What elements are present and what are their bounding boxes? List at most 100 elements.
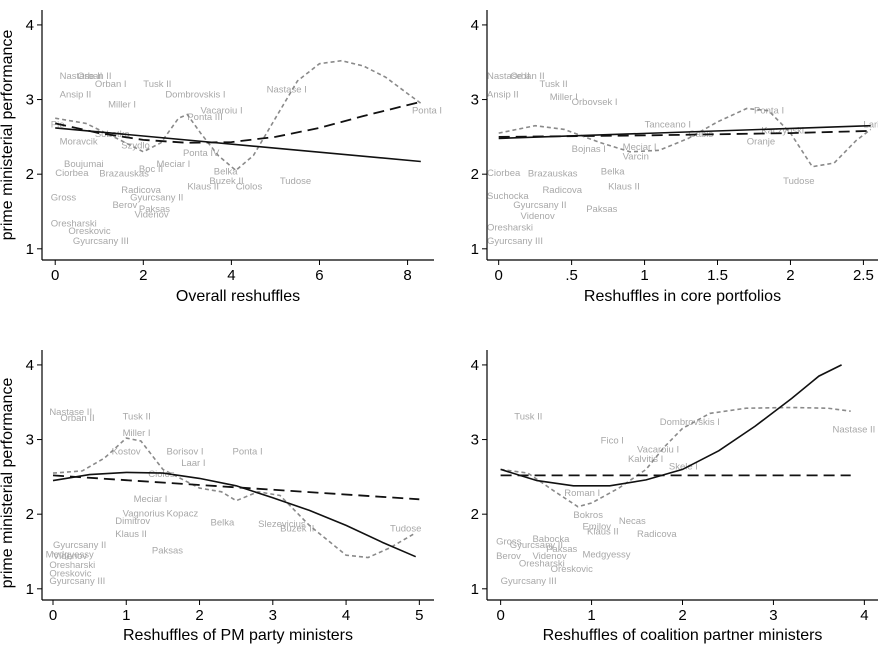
- point-label: Orban II: [60, 413, 94, 424]
- point-label: Oresharski: [519, 559, 565, 570]
- point-label: Suchocka: [487, 191, 529, 202]
- x-tick-label: 8: [403, 267, 411, 284]
- point-label: Oresharski: [487, 222, 533, 233]
- point-label: Videnov: [53, 551, 87, 562]
- x-tick-label: 3: [769, 607, 777, 624]
- point-label: Kopacz: [167, 509, 199, 520]
- point-label: Tudose: [280, 176, 311, 187]
- point-label: Brazauskas: [99, 169, 149, 180]
- point-label: Ponta I: [412, 105, 442, 116]
- point-label: Videnov: [532, 551, 566, 562]
- x-tick-label: 2: [195, 607, 203, 624]
- x-tick-label: 4: [342, 607, 350, 624]
- panel-2: 1 2 3 4 0 .5 1 1.5 2 2.5 Reshuffles in core portfo…: [471, 10, 878, 305]
- point-label: Orban I: [95, 79, 127, 90]
- solid-fit-line: [55, 127, 421, 163]
- point-label: Tanceano I: [645, 119, 691, 130]
- y-tick-label: 2: [26, 166, 34, 183]
- point-label: Belka: [601, 166, 625, 177]
- y-tick-label: 4: [471, 357, 479, 374]
- x-tick-label: 5: [415, 607, 423, 624]
- y-tick-label: 3: [26, 432, 34, 449]
- point-label: Klaus II: [187, 181, 219, 192]
- point-label: Radicova: [637, 529, 677, 540]
- point-label: Gross: [51, 193, 77, 204]
- point-label: Orban II: [77, 71, 111, 82]
- point-label: Gyurcsany III: [73, 236, 129, 247]
- y-tick-label: 4: [26, 357, 34, 374]
- point-label: Skele I: [669, 462, 698, 473]
- x-tick-label: 2: [139, 267, 147, 284]
- point-label: Medgyessy: [582, 550, 630, 561]
- point-label: Gross: [496, 536, 522, 547]
- point-label: Ciolos: [148, 469, 175, 480]
- x-tick-label: 2.5: [853, 267, 874, 284]
- point-label: Kostov: [112, 447, 141, 458]
- y-tick-label: 1: [471, 581, 479, 598]
- point-label: Ciorbea: [55, 168, 89, 179]
- point-label: Tusk II: [143, 79, 171, 90]
- x-tick-label: 1.5: [707, 267, 728, 284]
- point-label: Boc II: [139, 164, 163, 175]
- point-label: Oreskovic: [551, 564, 593, 575]
- point-label: Gyurcsany III: [49, 576, 105, 587]
- point-label: Ciorbea: [487, 168, 521, 179]
- point-label: Gabis: [688, 129, 713, 140]
- point-label: Berov: [112, 200, 137, 211]
- point-label: Tudose: [783, 176, 814, 187]
- point-label: Vacaroiu I: [637, 445, 679, 456]
- point-label: Tusk II: [540, 79, 568, 90]
- point-label: Radicova: [121, 185, 161, 196]
- point-label: Medgyessy: [46, 550, 94, 561]
- y-tick-label: 4: [26, 17, 34, 34]
- x-tick-label: 4: [860, 607, 868, 624]
- point-label: Nastase II: [833, 424, 876, 435]
- point-label: Ponta I: [754, 105, 784, 116]
- point-label: Oreskovic: [68, 226, 110, 237]
- point-label: Tudose: [390, 524, 421, 535]
- x-axis-label: Reshuffles of coalition partner minister…: [543, 627, 823, 644]
- point-label: Gyurcsany III: [501, 576, 557, 587]
- point-label: Laar I: [181, 458, 205, 469]
- point-label: Miller I: [123, 428, 151, 439]
- point-label: Nastase II: [60, 71, 103, 82]
- point-label: Gyurcsany II: [130, 193, 183, 204]
- y-tick-label: 4: [471, 17, 479, 34]
- x-axis-label: Reshuffles in core portfolios: [584, 288, 781, 305]
- y-tick-label: 2: [471, 166, 479, 183]
- point-label: Oresharski: [49, 560, 95, 571]
- point-label: Ciolos: [236, 181, 263, 192]
- point-label: Paksas: [152, 545, 183, 556]
- panel-1: 1 2 3 4 0 2 4 6 8 Overall reshuffles Nastase IIOrb…: [26, 10, 442, 305]
- point-label: Vacaroiu I: [201, 105, 243, 116]
- point-label: Oranje: [747, 137, 776, 148]
- y-tick-label: 2: [471, 506, 479, 523]
- point-label: Videnov: [134, 210, 168, 221]
- x-tick-label: 0: [494, 267, 502, 284]
- point-label: Nastase II: [487, 71, 530, 82]
- point-label: Ponta III: [187, 112, 222, 123]
- point-label: Szydlo: [121, 140, 150, 151]
- point-label: Orban II: [510, 71, 544, 82]
- point-label: Ponta I: [233, 447, 263, 458]
- point-label: Oresharski: [51, 219, 97, 230]
- point-label: Bokros: [573, 510, 603, 521]
- point-label: Orbovsek I: [572, 97, 618, 108]
- point-label: Dombrovskis I: [660, 417, 720, 428]
- point-label: Kaczynski: [761, 125, 804, 136]
- point-label: Belka: [214, 166, 238, 177]
- point-label: Klaus II: [115, 529, 147, 540]
- y-tick-label: 1: [26, 241, 34, 258]
- point-label: Radicova: [542, 185, 582, 196]
- point-label: Boujumai: [64, 159, 104, 170]
- y-tick-label: 2: [26, 506, 34, 523]
- point-label: Ansip II: [60, 90, 92, 101]
- spline-fit-line: [498, 107, 872, 168]
- point-label: Fico I: [601, 436, 624, 447]
- point-label: Babocka: [532, 534, 570, 545]
- point-label: Buzek II: [280, 524, 314, 535]
- point-label: Gyurcsany III: [487, 236, 543, 247]
